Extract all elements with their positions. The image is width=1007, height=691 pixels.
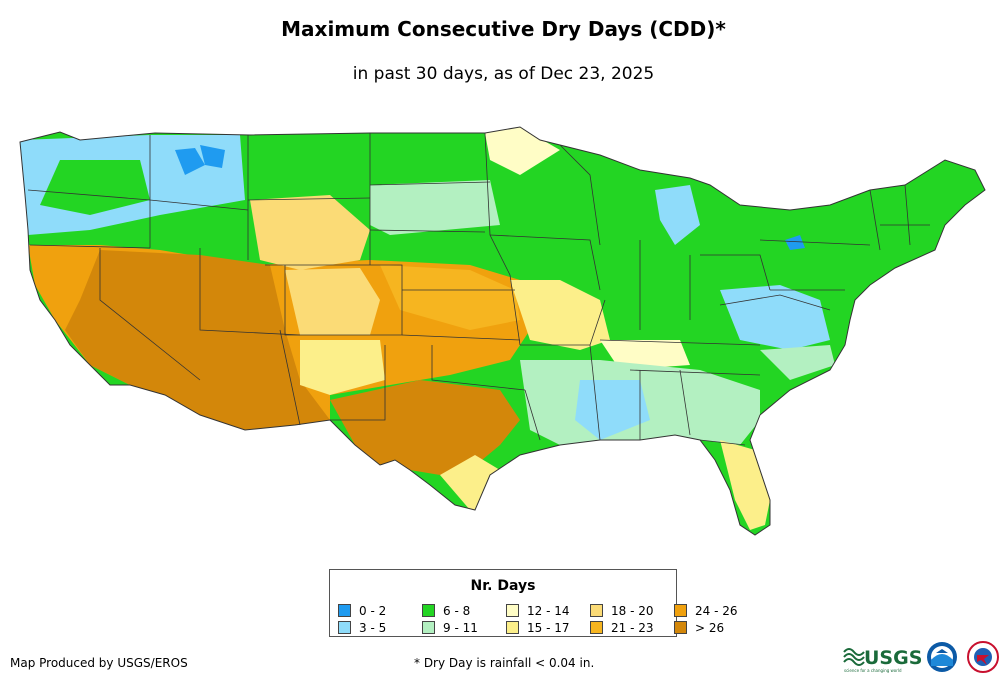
legend-item-6-8: 6 - 8	[422, 603, 488, 618]
zone-3-5-michigan	[655, 185, 700, 245]
dry-days-shading	[20, 127, 985, 535]
legend-swatch	[674, 621, 687, 634]
zone-15-17-new-mexico	[300, 340, 385, 395]
legend-item-24-26: 24 - 26	[674, 603, 738, 618]
zone-6-8-washington	[40, 160, 150, 215]
zone-over-26-texas	[330, 380, 520, 475]
map-title: Maximum Consecutive Dry Days (CDD)*	[281, 17, 726, 41]
legend-swatch	[338, 621, 351, 634]
legend-title: Nr. Days	[470, 578, 536, 594]
legend-swatch	[422, 604, 435, 617]
zone-0-2-new-york	[785, 235, 805, 250]
legend-swatch	[506, 604, 519, 617]
legend-swatch	[422, 621, 435, 634]
zone-9-11-plains	[370, 180, 500, 235]
legend-swatch	[590, 604, 603, 617]
agency-logos: USGS science for a changing world	[843, 641, 999, 673]
zone-3-5-virginia	[720, 285, 830, 350]
zone-12-14-minnesota	[485, 127, 560, 175]
legend-swatch	[674, 604, 687, 617]
legend-item-over-26: > 26	[674, 620, 738, 635]
legend-item-18-20: 18 - 20	[590, 603, 656, 618]
zone-15-17-missouri	[510, 280, 610, 350]
legend-grid: 0 - 2 3 - 5 6 - 8 9 - 11 12 - 14 15 - 17…	[338, 603, 738, 635]
legend-item-3-5: 3 - 5	[338, 620, 404, 635]
legend-swatch	[338, 604, 351, 617]
nws-logo	[967, 641, 999, 673]
zone-21-23-kansas	[380, 265, 520, 330]
zone-9-11-carolinas	[760, 345, 835, 380]
zone-3-5-mississippi	[575, 380, 650, 440]
legend: Nr. Days 0 - 2 3 - 5 6 - 8 9 - 11 12 - 1…	[329, 569, 738, 637]
usgs-logo: USGS science for a changing world	[843, 647, 922, 673]
legend-item-9-11: 9 - 11	[422, 620, 488, 635]
zone-0-2-montana-east	[200, 145, 225, 168]
legend-swatch	[590, 621, 603, 634]
zone-18-20-colorado	[285, 268, 380, 335]
map-subtitle: in past 30 days, as of Dec 23, 2025	[352, 64, 655, 84]
state-boundaries	[19, 126, 986, 536]
zone-0-2-montana	[175, 148, 205, 175]
legend-item-21-23: 21 - 23	[590, 620, 656, 635]
map-credit: Map Produced by USGS/EROS	[10, 656, 188, 670]
usgs-tagline: science for a changing world	[844, 668, 902, 673]
legend-swatch	[506, 621, 519, 634]
dry-day-footnote: * Dry Day is rainfall < 0.04 in.	[414, 656, 595, 670]
noaa-logo	[927, 642, 957, 672]
legend-item-0-2: 0 - 2	[338, 603, 404, 618]
legend-item-15-17: 15 - 17	[506, 620, 572, 635]
usgs-wordmark: USGS	[864, 647, 922, 669]
zone-18-20-wyoming	[250, 195, 370, 270]
legend-item-12-14: 12 - 14	[506, 603, 572, 618]
us-dry-days-map	[19, 126, 986, 536]
